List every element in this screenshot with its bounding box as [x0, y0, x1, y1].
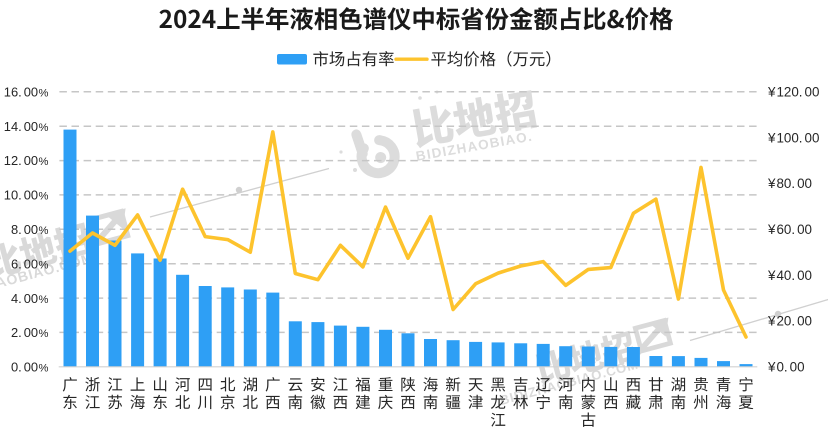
svg-text:16.00%: 16. 00%: [4, 85, 49, 100]
svg-text:2.00%: 2. 00%: [11, 325, 49, 340]
svg-text:¥40.00: ¥40. 00: [767, 268, 812, 283]
svg-text:¥0.00: ¥0. 00: [767, 360, 805, 375]
svg-text:4.00%: 4. 00%: [11, 291, 49, 306]
svg-text:¥120.00: ¥120. 00: [767, 85, 819, 100]
svg-text:¥80.00: ¥80. 00: [767, 176, 812, 191]
svg-text:¥100.00: ¥100. 00: [767, 130, 819, 145]
svg-text:12.00%: 12. 00%: [4, 153, 49, 168]
svg-text:8.00%: 8. 00%: [11, 222, 49, 237]
svg-text:6.00%: 6. 00%: [11, 256, 49, 271]
svg-text:0.00%: 0. 00%: [11, 360, 49, 375]
svg-text:¥20.00: ¥20. 00: [767, 314, 812, 329]
svg-text:10.00%: 10. 00%: [4, 188, 49, 203]
svg-text:¥60.00: ¥60. 00: [767, 222, 812, 237]
svg-text:14.00%: 14. 00%: [4, 119, 49, 134]
